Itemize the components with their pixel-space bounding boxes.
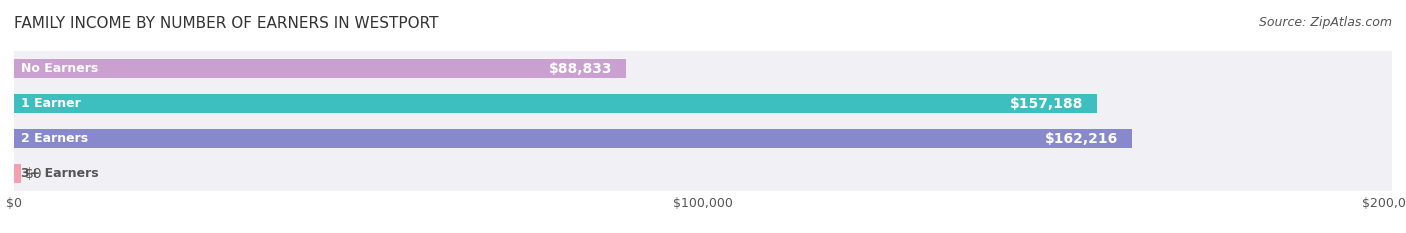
Text: $162,216: $162,216 <box>1045 132 1118 146</box>
Bar <box>14 129 1132 148</box>
Bar <box>14 94 1097 113</box>
Text: Source: ZipAtlas.com: Source: ZipAtlas.com <box>1258 16 1392 29</box>
Bar <box>14 156 1392 191</box>
Bar <box>14 86 1392 121</box>
Text: 3+ Earners: 3+ Earners <box>21 167 98 180</box>
Text: $0: $0 <box>25 167 42 181</box>
Bar <box>14 59 626 78</box>
Bar <box>14 164 21 183</box>
Text: 2 Earners: 2 Earners <box>21 132 89 145</box>
Text: FAMILY INCOME BY NUMBER OF EARNERS IN WESTPORT: FAMILY INCOME BY NUMBER OF EARNERS IN WE… <box>14 16 439 31</box>
Text: $88,833: $88,833 <box>548 62 612 76</box>
Text: No Earners: No Earners <box>21 62 98 75</box>
Bar <box>14 51 1392 86</box>
Text: $157,188: $157,188 <box>1010 97 1083 111</box>
Text: 1 Earner: 1 Earner <box>21 97 80 110</box>
Bar <box>14 121 1392 156</box>
